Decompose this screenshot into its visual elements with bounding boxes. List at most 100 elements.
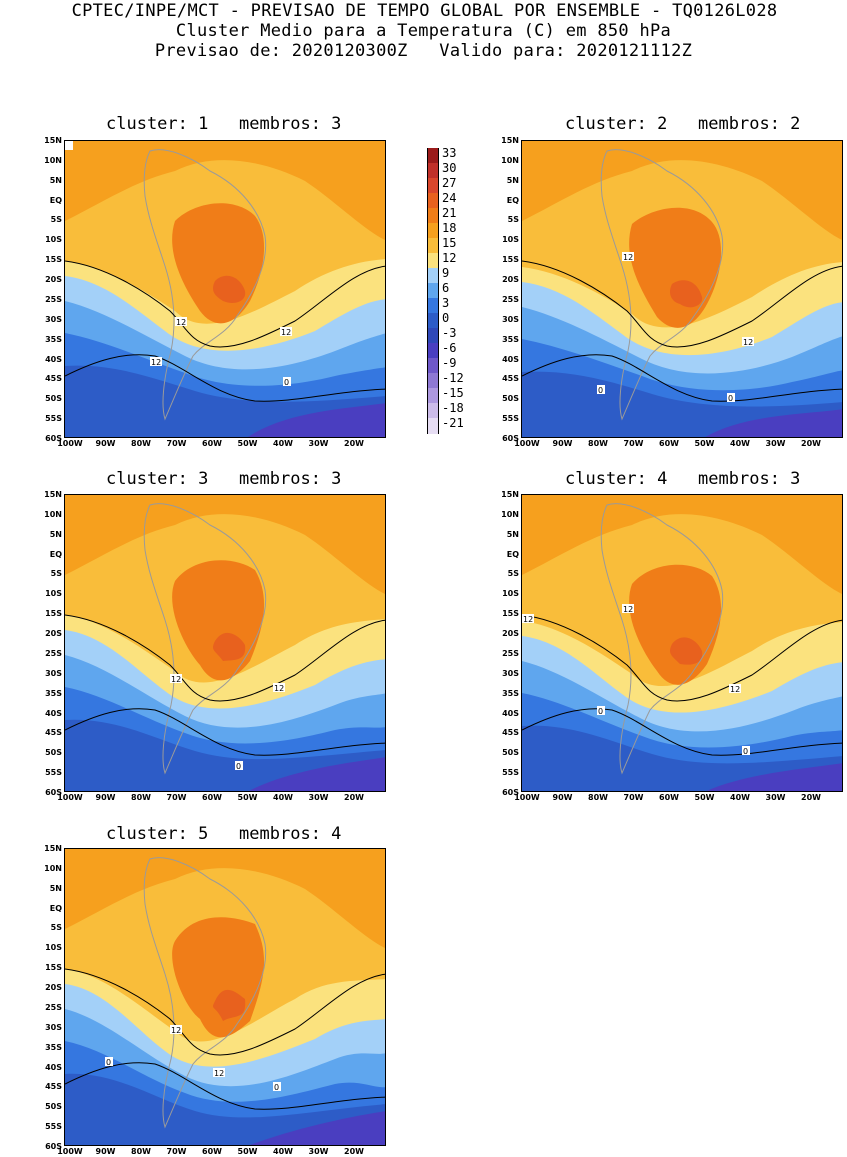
contour-12 (65, 260, 385, 348)
svg-text:0: 0 (106, 1058, 111, 1067)
temperature-band (669, 637, 703, 665)
longitude-tick-label: 100W (57, 793, 83, 802)
temperature-band (706, 763, 842, 791)
latitude-tick-label: 45S (502, 728, 519, 738)
longitude-tick-label: 30W (765, 793, 786, 802)
latitude-tick-label: 10N (501, 509, 519, 519)
latitude-tick-label: 5S (507, 215, 519, 225)
svg-text:12: 12 (151, 358, 161, 367)
colorbar-segment (427, 298, 439, 314)
panel-5-title: cluster: 5 membros: 4 (106, 824, 342, 844)
svg-text:0: 0 (274, 1083, 279, 1092)
longitude-tick-label: 20W (344, 793, 364, 802)
contour-0 (65, 1062, 385, 1110)
latitude-tick-label: 5S (507, 569, 519, 579)
longitude-tick-label: 100W (57, 439, 83, 448)
latitude-tick-label: 50S (45, 394, 62, 404)
colorbar-label: 24 (442, 191, 457, 205)
contour-label: 0 (273, 1082, 281, 1092)
contour-label: 0 (597, 385, 605, 395)
latitude-tick-label: 35S (45, 688, 62, 698)
latitude-tick-label: 40S (45, 354, 62, 364)
latitude-tick-label: 5S (50, 923, 62, 933)
longitude-tick-label: 50W (694, 793, 715, 802)
svg-text:12: 12 (214, 1069, 224, 1078)
latitude-tick-label: 20S (45, 275, 62, 285)
contour-label: 12 (170, 1025, 182, 1035)
colorbar-segment (427, 388, 439, 404)
svg-text:12: 12 (623, 605, 633, 614)
latitude-tick-label: 60S (502, 434, 519, 443)
latitude-tick-label: 30S (45, 1022, 62, 1032)
longitude-tick-label: 50W (237, 793, 258, 802)
latitude-tick-label: 20S (45, 983, 62, 993)
latitude-tick-label: 10S (45, 943, 62, 953)
panel-4-title: cluster: 4 membros: 3 (565, 469, 801, 489)
longitude-tick-label: 70W (166, 439, 187, 448)
latitude-tick-label: 25S (45, 1002, 62, 1012)
longitude-tick-label: 20W (344, 1147, 364, 1156)
temperature-band (212, 632, 246, 661)
contour-label: 0 (65, 141, 73, 150)
latitude-tick-label: 10S (502, 235, 519, 245)
latitude-tick-label: 45S (45, 1082, 62, 1092)
temperature-band (212, 275, 246, 303)
colorbar-segment (427, 373, 439, 389)
latitude-tick-label: 60S (45, 788, 62, 797)
latitude-tick-label: 45S (502, 374, 519, 384)
continent-outline (600, 149, 724, 421)
latitude-tick-label: 40S (45, 1062, 62, 1072)
latitude-tick-label: 50S (45, 748, 62, 758)
latitude-tick-label: 15N (44, 844, 62, 853)
contour-label: 12 (742, 337, 754, 347)
colorbar-label: 18 (442, 221, 457, 235)
colorbar-label: 3 (442, 296, 450, 310)
panel-1-title: cluster: 1 membros: 3 (106, 114, 342, 134)
latitude-tick-label: 55S (45, 414, 62, 424)
contour-label: 12 (622, 604, 634, 614)
latitude-tick-label: 15S (502, 609, 519, 619)
longitude-tick-label: 80W (131, 1147, 151, 1156)
latitude-tick-label: 40S (502, 354, 519, 364)
contour-label: 0 (742, 746, 750, 756)
latitude-tick-label: 20S (502, 275, 519, 285)
temperature-band (248, 757, 385, 791)
latitude-tick-label: 60S (45, 434, 62, 443)
longitude-tick-label: 40W (730, 793, 750, 802)
svg-text:0: 0 (284, 378, 289, 387)
latitude-tick-label: 55S (502, 414, 519, 424)
longitude-tick-label: 20W (344, 439, 364, 448)
latitude-tick-label: 50S (502, 748, 519, 758)
panel-3-map: 12 12 0 (64, 494, 386, 792)
longitude-tick-label: 50W (694, 439, 715, 448)
longitude-tick-label: 40W (273, 1147, 293, 1156)
latitude-tick-label: 45S (45, 374, 62, 384)
contour-label: 12 (213, 1068, 225, 1078)
latitude-tick-label: EQ (49, 195, 62, 205)
continent-outline (600, 503, 724, 775)
svg-text:0: 0 (236, 762, 241, 771)
colorbar-segment (427, 343, 439, 359)
colorbar-label: 9 (442, 266, 450, 280)
contour-12 (522, 614, 842, 702)
latitude-tick-label: 30S (45, 314, 62, 324)
latitude-tick-label: 15N (501, 490, 519, 499)
latitude-tick-label: 25S (502, 294, 519, 304)
longitude-tick-label: 80W (131, 439, 151, 448)
longitude-tick-label: 70W (623, 439, 644, 448)
colorbar-segment (427, 403, 439, 419)
longitude-tick-label: 100W (514, 793, 540, 802)
longitude-tick-label: 50W (237, 439, 258, 448)
temperature-band (522, 725, 842, 791)
colorbar-segment (427, 208, 439, 224)
longitude-tick-label: 40W (273, 793, 293, 802)
longitude-tick-label: 30W (308, 439, 329, 448)
contour-0 (522, 354, 842, 402)
latitude-tick-label: 5N (49, 529, 62, 539)
latitude-tick-label: 55S (502, 768, 519, 778)
longitude-tick-label: 70W (166, 1147, 187, 1156)
temperature-field: 12 12 0 0 (65, 849, 385, 1145)
panel-2-title: cluster: 2 membros: 2 (565, 114, 801, 134)
latitude-tick-label: 35S (45, 1042, 62, 1052)
contour-label: 12 (622, 252, 634, 262)
